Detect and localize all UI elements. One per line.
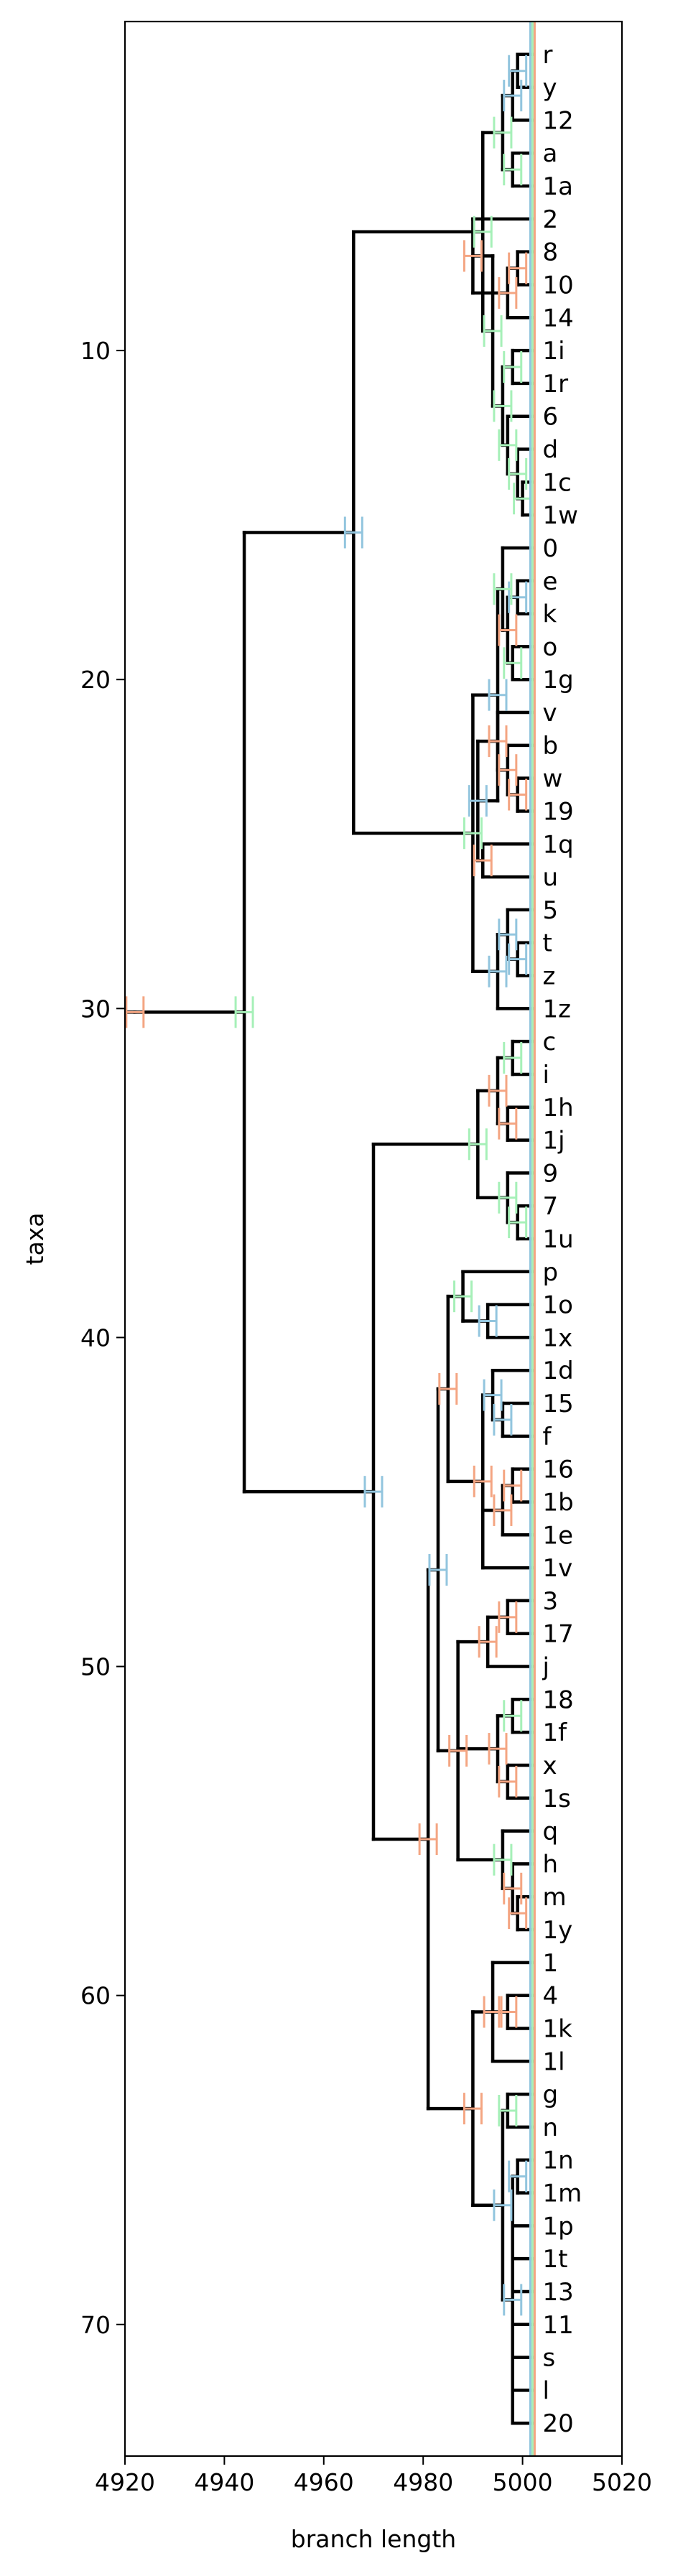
leaf-label: c — [542, 1028, 556, 1056]
leaf-label: 15 — [542, 1390, 573, 1418]
error-bars-layer — [125, 22, 536, 2456]
leaf-label: 1p — [542, 2212, 573, 2241]
x-tick-label: 4980 — [393, 2468, 453, 2496]
leaf-label: h — [542, 1850, 558, 1879]
leaf-label: 1f — [542, 1719, 567, 1747]
leaf-label: r — [542, 41, 552, 70]
leaf-label: 19 — [542, 797, 573, 826]
leaf-label: 1i — [542, 337, 564, 366]
y-tick-label: 10 — [80, 337, 111, 365]
leaf-label: 13 — [542, 2278, 573, 2307]
leaf-label: 12 — [542, 106, 573, 135]
y-tick-label: 30 — [80, 995, 111, 1023]
leaf-label: 1t — [542, 2245, 567, 2274]
leaf-label: 8 — [542, 238, 558, 267]
leaf-label: 1j — [542, 1127, 564, 1156]
plot-frame — [124, 20, 623, 2458]
leaf-label: b — [542, 732, 558, 761]
leaf-label: 4 — [542, 1982, 558, 2011]
leaf-label: z — [542, 962, 555, 991]
leaf-label: g — [542, 2080, 558, 2109]
leaf-label: 1o — [542, 1291, 572, 1320]
leaf-label: y — [542, 74, 557, 103]
y-tick-label: 20 — [80, 666, 111, 694]
leaf-label: w — [542, 765, 562, 794]
leaf-label: a — [542, 139, 557, 168]
x-tick-label: 5000 — [493, 2468, 553, 2496]
leaf-label: v — [542, 699, 557, 727]
leaf-label: f — [542, 1423, 552, 1451]
leaf-label: 1x — [542, 1324, 572, 1352]
leaf-label: q — [542, 1818, 558, 1846]
leaf-label: 5 — [542, 896, 558, 925]
leaf-label: 1c — [542, 468, 571, 497]
y-tick-label: 50 — [80, 1653, 111, 1681]
leaf-label: l — [542, 2376, 549, 2405]
leaf-label: 6 — [542, 403, 558, 432]
leaf-label: 1y — [542, 1916, 572, 1945]
leaf-label: 0 — [542, 534, 558, 563]
leaf-label: u — [542, 863, 558, 892]
leaf-label: 10 — [542, 271, 573, 299]
leaf-label: 1r — [542, 370, 568, 399]
x-axis-label: branch length — [291, 2525, 456, 2553]
leaf-label: 1s — [542, 1785, 570, 1813]
leaf-label: 2 — [542, 205, 558, 234]
leaf-label: 1a — [542, 172, 572, 201]
leaf-label: 17 — [542, 1620, 573, 1649]
leaf-label: j — [542, 1653, 549, 1682]
leaf-label: 1g — [542, 666, 573, 694]
x-tick-label: 4960 — [294, 2468, 354, 2496]
leaf-label: 20 — [542, 2409, 573, 2438]
leaf-label: 9 — [542, 1159, 558, 1188]
leaf-label: k — [542, 600, 557, 629]
leaf-label: m — [542, 1883, 566, 1912]
leaf-label: 1n — [542, 2147, 573, 2175]
y-axis-label: taxa — [21, 1213, 49, 1265]
leaf-label: 3 — [542, 1587, 558, 1616]
tree-layer — [125, 52, 534, 2425]
leaf-label: 11 — [542, 2311, 573, 2340]
leaf-label: 1 — [542, 1949, 558, 1978]
leaf-label: 1q — [542, 830, 573, 859]
x-tick-label: 4920 — [95, 2468, 155, 2496]
leaf-label: x — [542, 1752, 557, 1780]
leaf-label: i — [542, 1061, 549, 1089]
leaf-label: 1v — [542, 1554, 572, 1583]
leaf-label: s — [542, 2344, 555, 2373]
leaf-label: e — [542, 567, 557, 596]
leaf-label: 1e — [542, 1521, 573, 1550]
leaf-label: 1b — [542, 1488, 573, 1517]
leaf-label: 14 — [542, 304, 573, 333]
leaf-label: 1d — [542, 1357, 573, 1385]
y-tick-label: 70 — [80, 2311, 111, 2339]
y-tick-label: 40 — [80, 1324, 111, 1352]
leaf-labels-layer: ry12a1a2810141i1r6d1c1w0eko1gvbw191qu5tz… — [542, 41, 582, 2438]
y-tick-label: 60 — [80, 1982, 111, 2010]
leaf-label: 1l — [542, 2047, 564, 2076]
leaf-label: d — [542, 436, 558, 465]
leaf-label: 1z — [542, 995, 570, 1023]
x-tick-label: 5020 — [592, 2468, 652, 2496]
leaf-label: 18 — [542, 1685, 573, 1714]
leaf-label: p — [542, 1258, 558, 1287]
leaf-label: o — [542, 633, 557, 661]
leaf-label: t — [542, 929, 552, 958]
leaf-label: 1m — [542, 2180, 582, 2208]
leaf-label: 1u — [542, 1225, 573, 1254]
leaf-label: 7 — [542, 1192, 558, 1221]
leaf-label: 1w — [542, 501, 577, 530]
leaf-label: 1k — [542, 2014, 572, 2043]
leaf-label: n — [542, 2114, 558, 2142]
leaf-label: 1h — [542, 1094, 573, 1122]
leaf-label: 16 — [542, 1456, 573, 1484]
x-tick-label: 4940 — [194, 2468, 254, 2496]
